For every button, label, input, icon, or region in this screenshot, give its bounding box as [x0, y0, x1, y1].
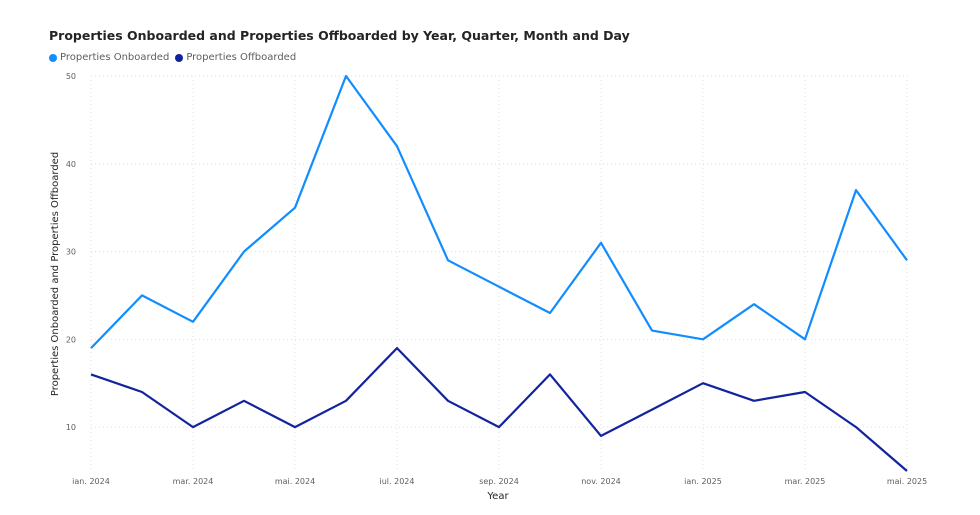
x-tick-label: mar. 2024 [173, 477, 214, 486]
data-point[interactable] [903, 256, 911, 264]
x-tick-label: iul. 2024 [380, 477, 415, 486]
x-tick-label: sep. 2024 [479, 477, 519, 486]
data-point[interactable] [138, 388, 146, 396]
data-point[interactable] [801, 335, 809, 343]
data-point[interactable] [495, 423, 503, 431]
x-axis-title: Year [486, 491, 509, 502]
gridlines [90, 75, 908, 471]
data-point[interactable] [342, 72, 350, 80]
data-point[interactable] [852, 423, 860, 431]
data-point[interactable] [597, 432, 605, 440]
data-point[interactable] [750, 300, 758, 308]
y-tick-label: 10 [66, 423, 76, 432]
data-point[interactable] [597, 239, 605, 247]
data-point[interactable] [444, 397, 452, 405]
data-point[interactable] [699, 379, 707, 387]
x-tick-label: mai. 2025 [887, 477, 927, 486]
legend: Properties Onboarded Properties Offboard… [49, 52, 296, 63]
data-point[interactable] [291, 423, 299, 431]
data-point[interactable] [903, 467, 911, 475]
data-point[interactable] [444, 256, 452, 264]
series-line-1[interactable] [90, 347, 908, 472]
data-point[interactable] [699, 335, 707, 343]
x-tick-label: ian. 2025 [684, 477, 722, 486]
data-point[interactable] [852, 186, 860, 194]
data-point[interactable] [648, 406, 656, 414]
data-point[interactable] [189, 318, 197, 326]
chart-title: Properties Onboarded and Properties Offb… [49, 28, 630, 43]
x-tick-label: nov. 2024 [581, 477, 621, 486]
legend-item-offboarded[interactable]: Properties Offboarded [175, 52, 296, 63]
data-point[interactable] [546, 309, 554, 317]
data-point[interactable] [648, 327, 656, 335]
data-point[interactable] [342, 397, 350, 405]
y-tick-label: 30 [66, 248, 76, 257]
data-point[interactable] [546, 370, 554, 378]
data-point[interactable] [240, 248, 248, 256]
x-axis-ticks: ian. 2024 mar. 2024 mai. 2024 iul. 2024 sep.… [72, 477, 927, 486]
legend-item-onboarded[interactable]: Properties Onboarded [49, 52, 169, 63]
x-tick-label: mai. 2024 [275, 477, 315, 486]
data-point[interactable] [87, 344, 95, 352]
data-point[interactable] [393, 142, 401, 150]
legend-label-offboarded: Properties Offboarded [186, 52, 297, 63]
data-point[interactable] [138, 291, 146, 299]
x-tick-label: ian. 2024 [72, 477, 110, 486]
data-point[interactable] [495, 283, 503, 291]
y-axis-title: Properties Onboarded and Properties Offb… [50, 152, 61, 396]
data-point[interactable] [87, 370, 95, 378]
y-tick-label: 50 [66, 72, 76, 81]
data-point[interactable] [189, 423, 197, 431]
y-tick-label: 20 [66, 335, 76, 344]
data-point[interactable] [240, 397, 248, 405]
legend-label-onboarded: Properties Onboarded [60, 52, 170, 63]
x-tick-label: mar. 2025 [785, 477, 826, 486]
series-line-0[interactable] [90, 74, 908, 349]
legend-marker-offboarded [175, 53, 184, 62]
data-point[interactable] [393, 344, 401, 352]
y-axis-ticks: 10 20 30 40 50 [66, 72, 76, 432]
legend-marker-onboarded [49, 53, 57, 62]
data-point[interactable] [801, 388, 809, 396]
y-tick-label: 40 [66, 160, 76, 169]
data-point[interactable] [291, 204, 299, 212]
data-point[interactable] [750, 397, 758, 405]
series-lines [87, 72, 911, 475]
